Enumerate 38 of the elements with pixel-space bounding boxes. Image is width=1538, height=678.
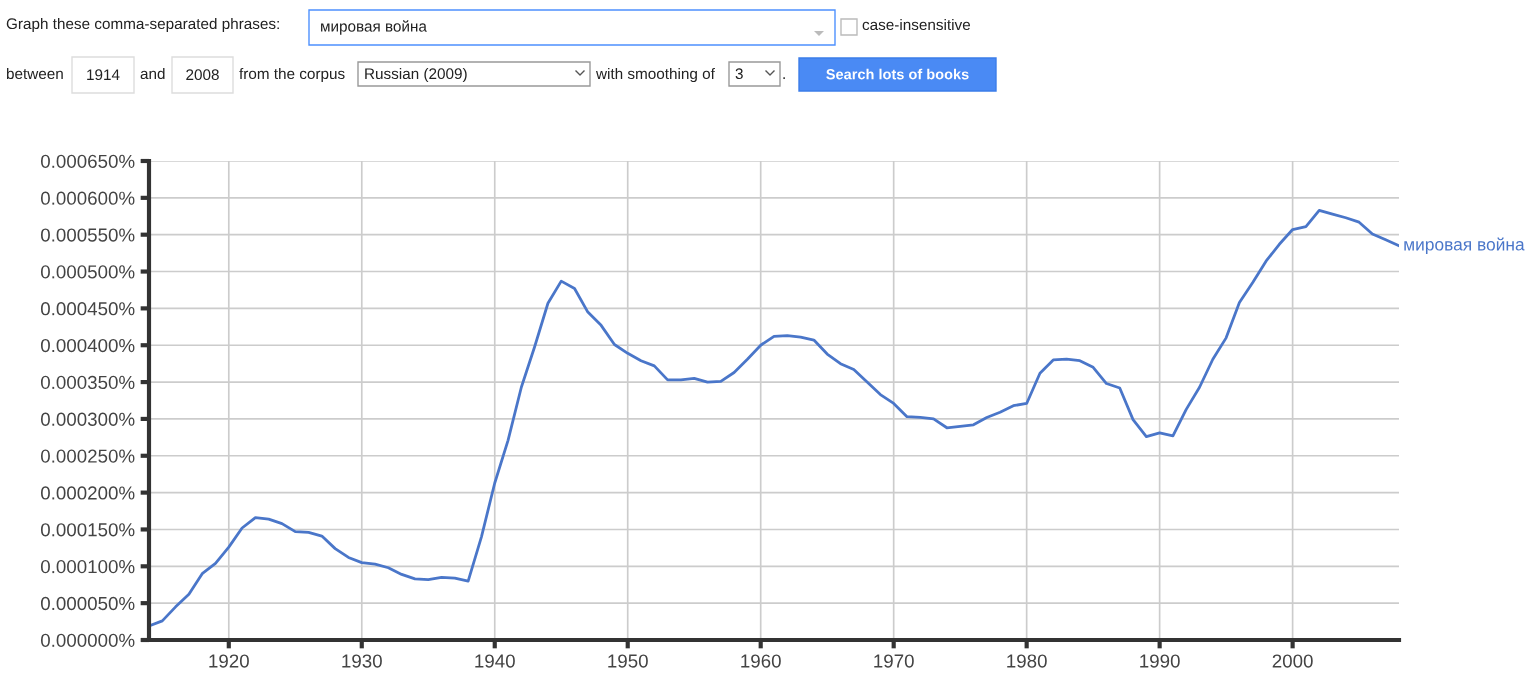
x-tick-label: 1920 bbox=[209, 654, 249, 668]
text: from the corpus bbox=[239, 67, 345, 83]
text: . bbox=[783, 77, 785, 79]
x-tick-label: 1980 bbox=[1007, 654, 1047, 668]
text: 2008 bbox=[186, 69, 219, 81]
line-series bbox=[149, 208, 1399, 628]
text: with smoothing of bbox=[595, 67, 715, 83]
text: 3 bbox=[735, 68, 743, 80]
y-tick-label: 0.000500% bbox=[40, 265, 135, 279]
y-tick-label: 0.000300% bbox=[40, 412, 135, 426]
text: 1914 bbox=[87, 69, 120, 81]
y-tick-label: 0.000600% bbox=[40, 191, 135, 205]
x-tick-label: 1940 bbox=[475, 654, 515, 668]
y-tick-label: 0.000250% bbox=[40, 449, 135, 463]
y-tick-label: 0.000450% bbox=[40, 302, 135, 316]
y-tick-label: 0.000650% bbox=[40, 154, 135, 168]
text: Russian (2009) bbox=[365, 67, 467, 83]
x-tick-label: 1950 bbox=[608, 654, 648, 668]
x-tick-label: 1930 bbox=[342, 654, 382, 668]
y-tick-label: 0.000550% bbox=[40, 228, 135, 242]
y-tick-label: 0.000200% bbox=[40, 486, 135, 500]
x-tick-label: 1960 bbox=[741, 654, 781, 668]
y-tick-label: 0.000050% bbox=[40, 596, 135, 611]
y-tick-label: 0.000400% bbox=[40, 338, 135, 353]
y-tick-label: 0.000100% bbox=[40, 560, 135, 574]
x-tick-label: 1990 bbox=[1140, 654, 1180, 668]
text: between bbox=[6, 67, 63, 80]
y-tick-label: 0.000150% bbox=[40, 523, 135, 537]
x-tick-label: 2000 bbox=[1272, 654, 1313, 668]
x-tick-label: 1970 bbox=[874, 654, 914, 668]
text: case-insensitive bbox=[862, 18, 971, 31]
text: and bbox=[140, 67, 165, 80]
text: Search lots of books bbox=[826, 68, 969, 80]
series-label: мировая война bbox=[1404, 237, 1525, 254]
text: Graph these comma-separated phrases: bbox=[6, 17, 279, 33]
y-tick-label: 0.000350% bbox=[40, 375, 135, 390]
text: мировая война bbox=[321, 20, 427, 35]
y-tick-label: 0.000000% bbox=[40, 633, 135, 647]
